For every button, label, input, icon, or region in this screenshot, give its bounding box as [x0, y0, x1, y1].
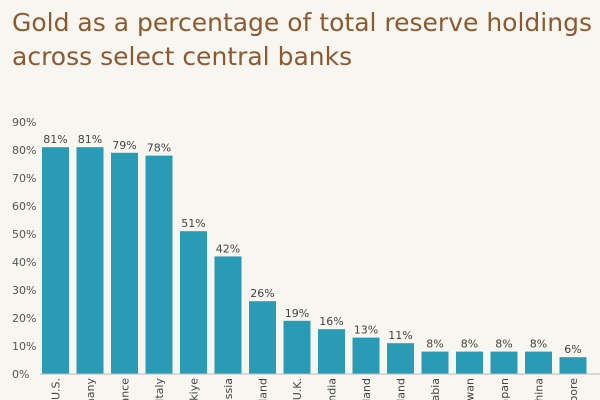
- data-label: 8%: [530, 338, 547, 351]
- data-label: 16%: [319, 315, 343, 328]
- data-label: 78%: [147, 142, 171, 155]
- category-label: U.K.: [291, 378, 304, 400]
- category-label: rkiye: [188, 378, 201, 400]
- data-label: 81%: [78, 133, 102, 146]
- category-label: ance: [119, 378, 132, 400]
- chart-title: Gold as a percentage of total reserve ho…: [12, 6, 592, 74]
- bar: [318, 329, 345, 374]
- category-label: abia: [429, 378, 442, 400]
- y-tick-label: 70%: [12, 172, 36, 185]
- y-tick-label: 60%: [12, 200, 36, 213]
- bar: [214, 256, 242, 374]
- chart-title-line-1: Gold as a percentage of total reserve ho…: [12, 8, 592, 37]
- data-label: 19%: [285, 307, 309, 320]
- category-label: ussia: [222, 378, 235, 400]
- y-tick-label: 30%: [12, 284, 36, 297]
- data-label: 42%: [216, 242, 240, 255]
- bar: [180, 231, 207, 374]
- y-tick-label: 80%: [12, 144, 36, 157]
- category-label: hina: [533, 378, 546, 400]
- category-label: land: [257, 378, 270, 400]
- bar: [421, 351, 449, 374]
- bar: [387, 343, 414, 374]
- data-label: 8%: [495, 338, 512, 351]
- bar: [76, 147, 104, 374]
- category-label: Italy: [153, 378, 166, 400]
- data-label: 11%: [388, 329, 412, 342]
- data-label: 8%: [426, 338, 443, 351]
- chart-title-line-2: across select central banks: [12, 42, 353, 71]
- category-label: apan: [498, 378, 511, 400]
- y-tick-label: 90%: [12, 116, 36, 129]
- y-tick-label: 20%: [12, 312, 36, 325]
- data-label: 81%: [43, 133, 67, 146]
- data-label: 79%: [112, 139, 136, 152]
- category-label: land: [395, 378, 408, 400]
- bar: [145, 155, 173, 374]
- category-label: U.S.: [50, 378, 63, 400]
- category-label: many: [84, 378, 97, 400]
- bar: [490, 351, 518, 374]
- bar: [525, 351, 552, 374]
- bar: [559, 357, 587, 374]
- bar: [249, 301, 276, 374]
- data-label: 13%: [354, 324, 378, 337]
- bar: [111, 152, 138, 374]
- bar: [456, 351, 483, 374]
- data-label: 26%: [250, 287, 274, 300]
- y-tick-label: 10%: [12, 340, 36, 353]
- y-tick-label: 40%: [12, 256, 36, 269]
- data-label: 6%: [564, 343, 581, 356]
- bar: [283, 320, 311, 374]
- y-tick-label: 50%: [12, 228, 36, 241]
- category-label: iwan: [464, 378, 477, 400]
- bar: [42, 147, 69, 374]
- bar: [352, 337, 380, 374]
- y-tick-label: 0%: [12, 368, 29, 381]
- data-label: 8%: [461, 338, 478, 351]
- category-label: pore: [567, 378, 580, 400]
- category-label: land: [360, 378, 373, 400]
- category-label: ndia: [326, 378, 339, 400]
- data-label: 51%: [181, 217, 205, 230]
